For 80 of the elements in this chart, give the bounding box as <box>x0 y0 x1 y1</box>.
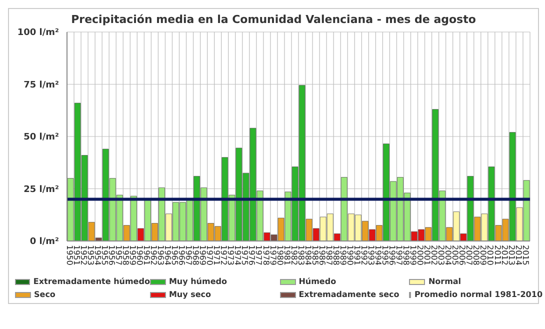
x-tick-label: 1963 <box>156 245 166 266</box>
x-tick-label: 2002 <box>430 245 439 266</box>
x-tick-label: 1962 <box>149 245 158 266</box>
x-tick-label: 1977 <box>254 245 264 266</box>
x-tick-label: 1971 <box>212 245 222 266</box>
x-tick-label: 1960 <box>134 245 144 266</box>
x-tick-label: 2001 <box>422 245 432 266</box>
y-tick-label: 0 l/m² <box>30 237 60 248</box>
x-tick-label: 1961 <box>142 245 151 266</box>
x-tick-label: 2007 <box>464 245 474 266</box>
legend-label: Muy seco <box>168 290 212 299</box>
x-tick-label: 1983 <box>296 245 306 266</box>
x-tick-label: 1980 <box>275 245 284 266</box>
x-tick-label: 1955 <box>100 245 109 266</box>
x-tick-label: 1956 <box>106 245 116 266</box>
x-tick-label: 1985 <box>310 245 320 266</box>
y-tick-label: 100 l/m² <box>17 28 60 38</box>
x-tick-label: 1975 <box>240 245 250 266</box>
x-tick-label: 1957 <box>114 245 123 266</box>
x-tick-label: 2013 <box>506 245 516 266</box>
x-tick-label: 1978 <box>261 245 270 266</box>
x-tick-label: 1964 <box>163 245 172 266</box>
x-tick-label: 2009 <box>478 245 488 266</box>
chart-title: Precipitación media en la Comunidad Valenciana - mes de agosto <box>70 12 477 26</box>
x-tick-label: 1990 <box>345 245 354 266</box>
x-tick-label: 2004 <box>444 245 453 266</box>
x-tick-label: 2012 <box>500 245 509 266</box>
x-tick-label: 2000 <box>416 245 425 266</box>
legend-label: Húmedo <box>298 277 336 286</box>
x-tick-label: 2005 <box>450 245 460 266</box>
x-tick-label: 1996 <box>388 245 397 266</box>
x-tick-label: 1984 <box>303 245 312 266</box>
x-tick-label: 1973 <box>226 245 236 266</box>
x-tick-label: 1970 <box>205 245 214 266</box>
legend-label: Extremadamente húmedo <box>33 277 150 286</box>
x-tick-label: 1992 <box>359 245 368 266</box>
x-tick-label: 1951 <box>72 245 81 266</box>
x-tick-label: 1999 <box>408 245 418 266</box>
x-tick-label: 1993 <box>366 245 376 266</box>
x-tick-label: 1986 <box>317 245 326 266</box>
x-tick-label: 1958 <box>120 245 130 266</box>
x-tick-label: 1966 <box>177 245 186 266</box>
x-tick-label: 1972 <box>219 245 228 266</box>
x-tick-label: 1976 <box>247 245 256 266</box>
y-tick-label: 50 l/m² <box>24 132 60 143</box>
x-tick-label: 1950 <box>64 245 74 266</box>
x-tick-label: 1979 <box>268 245 278 266</box>
x-tick-label: 1994 <box>373 245 382 266</box>
x-tick-label: 1981 <box>282 245 292 266</box>
legend-label: Extremadamente seco <box>298 290 400 299</box>
x-tick-label: 1974 <box>233 245 242 266</box>
x-tick-label: 1953 <box>86 245 95 266</box>
x-tick-label: 2010 <box>486 245 495 266</box>
x-tick-label: 1969 <box>198 245 208 266</box>
x-tick-label: 1997 <box>394 245 404 266</box>
legend-label: Promedio normal 1981-2010 <box>414 290 543 299</box>
x-tick-label: 1968 <box>191 245 200 266</box>
legend-label: Muy húmedo <box>168 277 227 286</box>
x-tick-label: 1982 <box>289 245 298 266</box>
x-tick-label: 1954 <box>92 245 102 266</box>
x-tick-label: 1952 <box>78 245 88 266</box>
x-tick-label: 2006 <box>458 245 467 266</box>
y-tick-label: 25 l/m² <box>24 184 60 195</box>
x-tick-label: 1965 <box>170 245 180 266</box>
legend-label: Normal <box>428 277 462 286</box>
x-tick-label: 1959 <box>128 245 137 266</box>
legend-label: Seco <box>34 290 56 299</box>
x-tick-label: 2015 <box>520 245 530 266</box>
x-tick-label: 2003 <box>436 245 446 266</box>
x-tick-label: 2008 <box>472 245 481 266</box>
x-tick-label: 1988 <box>331 245 340 266</box>
x-tick-label: 2014 <box>514 245 523 266</box>
x-tick-label: 1991 <box>352 245 362 266</box>
x-tick-label: 1987 <box>324 245 334 266</box>
x-tick-label: 1998 <box>402 245 411 266</box>
y-tick-label: 75 l/m² <box>24 80 60 90</box>
x-tick-label: 2011 <box>492 245 502 266</box>
x-tick-label: 1967 <box>184 245 194 266</box>
x-tick-label: 1989 <box>338 245 348 266</box>
x-tick-label: 1995 <box>380 245 390 266</box>
